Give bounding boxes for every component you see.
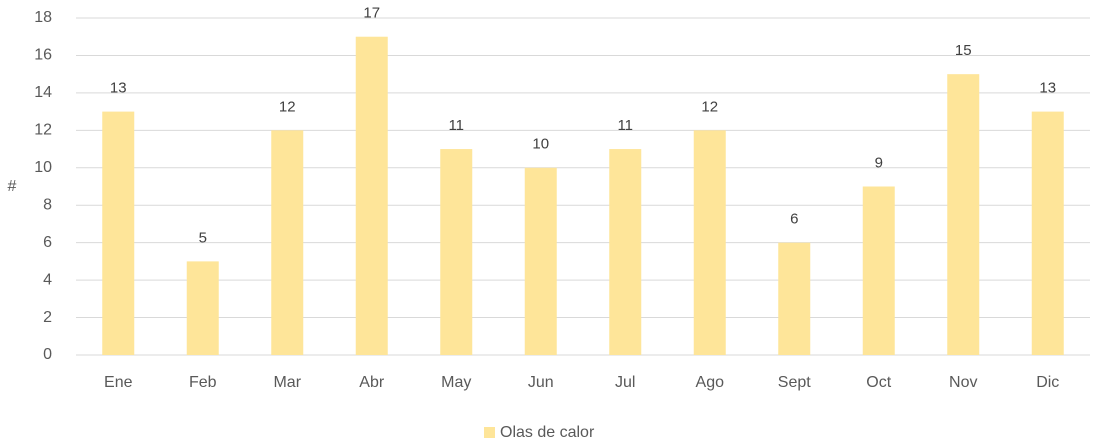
x-tick-label: Oct (866, 374, 891, 391)
y-tick-label: 0 (43, 346, 52, 363)
data-label: 10 (532, 136, 549, 153)
bar (355, 36, 388, 355)
bar (609, 149, 642, 355)
data-label: 11 (448, 117, 464, 134)
y-tick-label: 12 (34, 122, 52, 139)
bar (524, 167, 557, 355)
y-axis-label: # (8, 178, 17, 195)
y-tick-label: 4 (43, 271, 52, 288)
x-tick-label: Jul (615, 374, 635, 391)
y-tick-label: 10 (34, 159, 52, 176)
bar (1031, 111, 1064, 355)
data-label: 15 (955, 42, 972, 59)
data-label: 11 (617, 117, 633, 134)
bar (778, 242, 811, 355)
data-label: 12 (279, 98, 296, 115)
bar (440, 149, 473, 355)
x-tick-label: Dic (1036, 374, 1059, 391)
x-tick-label: Mar (273, 374, 301, 391)
data-label: 12 (701, 98, 718, 115)
bar (271, 130, 304, 355)
data-label: 13 (1039, 80, 1056, 97)
y-tick-label: 14 (34, 84, 52, 101)
y-tick-label: 6 (43, 234, 52, 251)
x-tick-label: Ago (696, 374, 725, 391)
data-label: 17 (363, 5, 380, 22)
x-tick-label: Abr (359, 374, 385, 391)
bar (102, 111, 135, 355)
x-tick-label: Jun (528, 374, 554, 391)
bar (947, 74, 980, 356)
legend-label: Olas de calor (500, 424, 595, 441)
y-tick-label: 2 (43, 309, 52, 326)
y-tick-label: 16 (34, 47, 52, 64)
x-tick-label: Sept (778, 374, 811, 391)
bar (693, 130, 726, 355)
data-label: 9 (875, 154, 883, 171)
y-tick-label: 8 (43, 196, 52, 213)
bar (186, 261, 219, 355)
x-tick-label: May (441, 374, 471, 391)
data-label: 6 (790, 211, 798, 228)
bar (862, 186, 895, 355)
x-tick-label: Ene (104, 374, 133, 391)
x-tick-label: Nov (949, 374, 977, 391)
data-label: 5 (199, 229, 207, 246)
legend-swatch (484, 427, 495, 438)
x-tick-label: Feb (189, 374, 217, 391)
data-label: 13 (110, 80, 127, 97)
y-tick-label: 18 (34, 9, 52, 26)
